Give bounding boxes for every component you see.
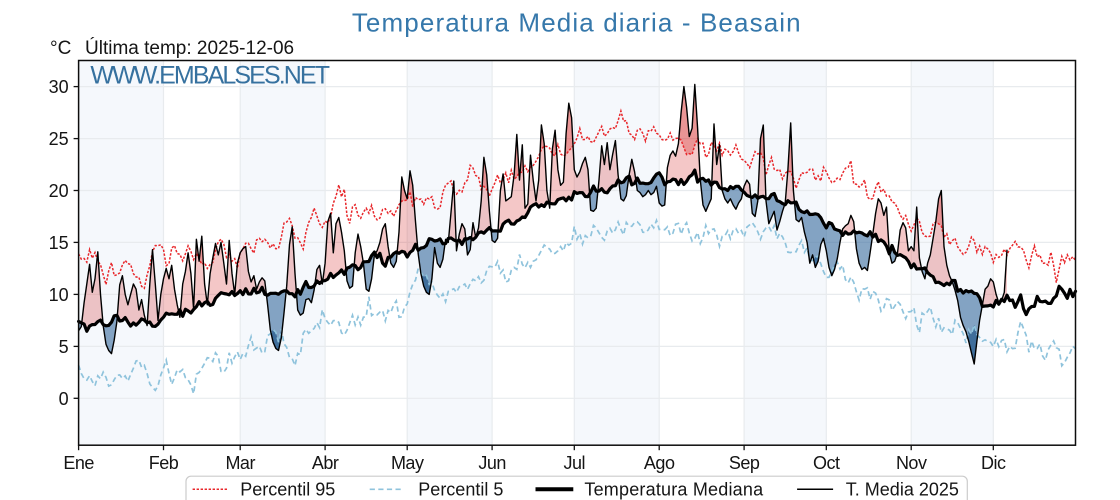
svg-text:Percentil 95: Percentil 95 <box>240 480 335 500</box>
svg-text:Oct: Oct <box>813 453 840 473</box>
svg-text:Percentil 5: Percentil 5 <box>418 480 503 500</box>
svg-text:Jul: Jul <box>564 453 586 473</box>
svg-text:°C: °C <box>50 38 71 59</box>
svg-text:Feb: Feb <box>149 453 179 473</box>
svg-text:0: 0 <box>59 389 69 409</box>
svg-text:Jun: Jun <box>478 453 506 473</box>
svg-text:10: 10 <box>49 285 69 305</box>
svg-text:15: 15 <box>49 233 69 253</box>
svg-text:May: May <box>391 453 424 473</box>
svg-text:25: 25 <box>49 129 69 149</box>
svg-text:Mar: Mar <box>225 453 255 473</box>
svg-text:Dic: Dic <box>981 453 1006 473</box>
svg-text:Abr: Abr <box>312 453 339 473</box>
svg-text:T. Media 2025: T. Media 2025 <box>846 480 959 500</box>
svg-text:Sep: Sep <box>729 453 760 473</box>
svg-text:Ago: Ago <box>644 453 675 473</box>
svg-text:WWW.EMBALSES.NET: WWW.EMBALSES.NET <box>90 62 329 90</box>
svg-text:30: 30 <box>49 77 69 97</box>
svg-text:20: 20 <box>49 181 69 201</box>
svg-text:Última temp: 2025-12-06: Última temp: 2025-12-06 <box>85 37 294 59</box>
svg-text:Temperatura Media diaria - Bea: Temperatura Media diaria - Beasain <box>352 8 802 38</box>
svg-text:Ene: Ene <box>63 453 94 473</box>
svg-text:5: 5 <box>59 337 69 357</box>
svg-text:Nov: Nov <box>896 453 927 473</box>
svg-text:Temperatura Mediana: Temperatura Mediana <box>584 480 764 500</box>
